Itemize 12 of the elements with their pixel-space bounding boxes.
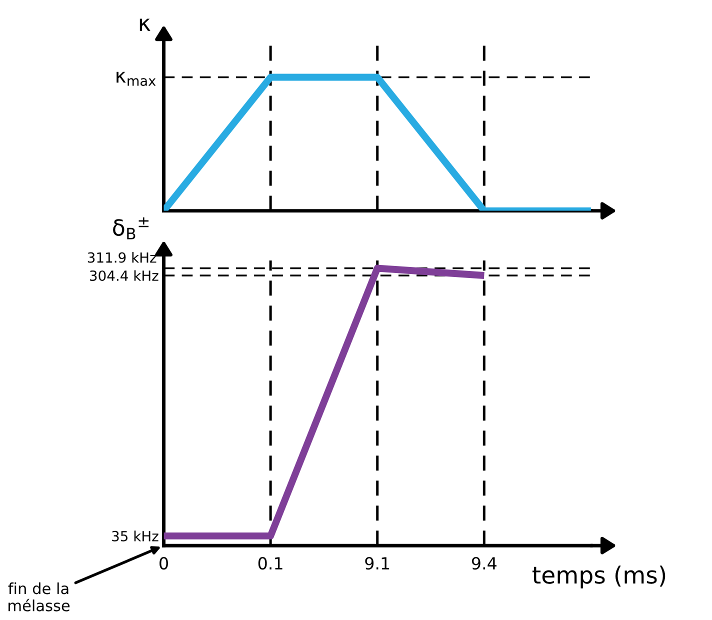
y-tick-label: 35 kHz [112, 530, 158, 542]
text: fin de la mélasse [8, 582, 70, 612]
ref-line-label: 311.9 kHz [88, 252, 156, 263]
x-tick-label: 0.1 [258, 557, 282, 570]
y-axis-title: δ$_{B}$$^{±}$ [113, 217, 149, 240]
x-tick-label: 9.4 [472, 557, 496, 570]
y-axis-title: κ [140, 18, 150, 31]
x-tick-label: 9.1 [365, 557, 390, 570]
ref-line-label: κ$_{max}$ [116, 72, 156, 86]
x-tick-label: 0 [160, 557, 168, 570]
x-axis-title: temps (ms) [532, 566, 666, 588]
y-tick-label: 304.4 kHz [90, 270, 158, 281]
